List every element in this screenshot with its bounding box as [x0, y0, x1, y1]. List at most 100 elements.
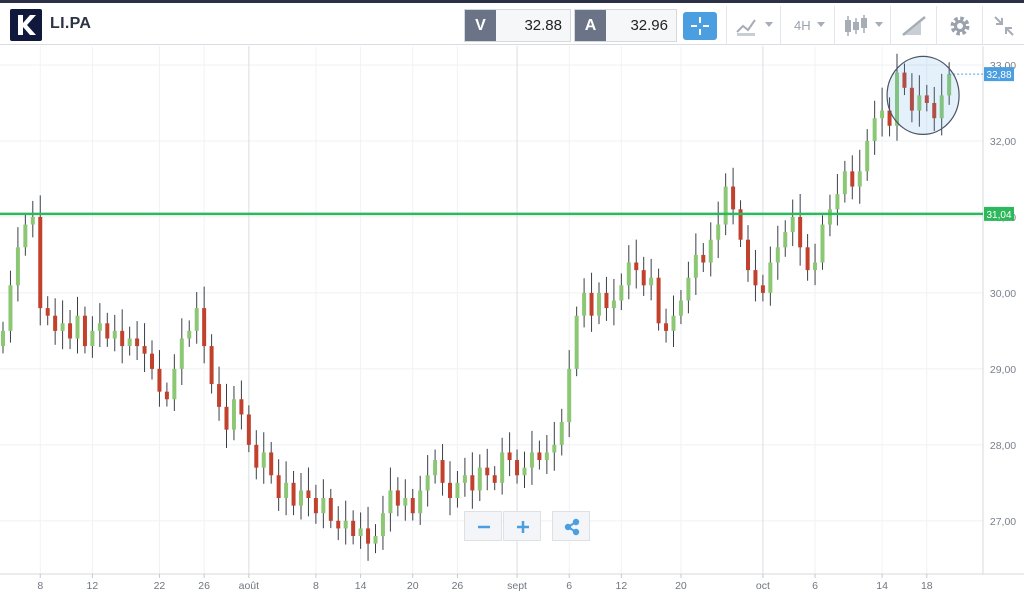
y-tick-label: 29,00 — [990, 364, 1016, 376]
candle-body — [395, 490, 400, 506]
candle-body — [813, 262, 818, 271]
candle-body — [194, 308, 199, 331]
candle-body — [135, 338, 140, 347]
indicators-icon — [736, 19, 773, 36]
candle-body — [522, 467, 527, 476]
candle-body — [38, 216, 43, 309]
buy-label: A — [575, 10, 606, 41]
collapse-icon — [994, 16, 1014, 36]
candle-body — [440, 460, 445, 483]
candle-body — [53, 315, 58, 331]
candle-body — [902, 72, 907, 88]
candle-body — [500, 452, 505, 483]
x-tick-label: 8 — [313, 580, 319, 592]
candle-body — [738, 209, 743, 240]
candle-body — [857, 171, 862, 187]
candle-body — [656, 277, 661, 324]
current-price-tag — [984, 67, 1014, 82]
candle-body — [8, 285, 13, 331]
candle-body — [559, 422, 564, 445]
candle-body — [753, 270, 758, 286]
collapse-button[interactable] — [982, 6, 1024, 45]
y-tick-label: 30,00 — [990, 288, 1016, 300]
candle-body — [768, 262, 773, 293]
buy-quote-button[interactable]: A 32.96 — [574, 9, 677, 42]
x-tick-label: oct — [756, 580, 770, 592]
candle-body — [299, 490, 303, 506]
candle-body — [276, 475, 281, 499]
candle-body — [544, 452, 549, 461]
candle-body — [708, 239, 713, 263]
candle-body — [626, 262, 631, 286]
x-tick-label: sept — [507, 580, 527, 592]
candle-body — [373, 536, 378, 544]
candle-body — [112, 330, 117, 339]
zoom-out-button[interactable] — [464, 511, 502, 541]
candle-body — [582, 292, 587, 316]
candle-body — [552, 444, 557, 453]
candle-body — [701, 254, 706, 263]
candle-type-icon — [845, 15, 883, 36]
x-tick-label: 26 — [198, 580, 210, 592]
candle-body — [783, 232, 788, 248]
candle-body — [403, 498, 408, 506]
x-tick-label: 12 — [87, 580, 99, 592]
candle-body — [537, 452, 542, 461]
candle-body — [895, 72, 899, 126]
candle-body — [872, 118, 877, 141]
candle-body — [604, 292, 609, 309]
candle-body — [507, 452, 512, 461]
share-icon — [564, 518, 580, 536]
settings-button[interactable] — [936, 6, 982, 45]
sell-quote-button[interactable]: V 32.88 — [464, 9, 571, 42]
candle-body — [358, 528, 363, 537]
candle-body — [209, 346, 214, 385]
candle-body — [425, 475, 430, 491]
chart-grid — [0, 46, 983, 574]
candle-body — [410, 498, 415, 514]
broker-logo-icon — [10, 9, 42, 41]
sell-label: V — [465, 10, 496, 41]
candle-body — [850, 171, 855, 187]
candle-body — [827, 209, 832, 225]
zoom-in-button[interactable] — [503, 511, 541, 541]
candle-body — [619, 285, 624, 301]
candle-body — [462, 475, 467, 483]
zoom-in-icon — [517, 521, 529, 533]
time-axis: 8 12 22 26 août 8 14 20 26 sept 6 12 20 oct 6 14 18 — [37, 574, 933, 592]
candle-body — [820, 224, 825, 263]
x-tick-label: 6 — [566, 580, 572, 592]
price-chart[interactable]: 33,0032,0031,0030,0029,0028,0027,0031,04… — [0, 46, 1024, 603]
candle-body — [515, 460, 520, 476]
candle-body — [1, 330, 5, 347]
crosshair-icon — [691, 17, 709, 35]
chevron-down-icon — [817, 22, 825, 27]
zoom-out-icon — [478, 525, 490, 529]
candle-body — [321, 498, 326, 514]
x-tick-label: 20 — [407, 580, 419, 592]
candle-body — [60, 323, 65, 331]
crosshair-button[interactable] — [683, 12, 717, 40]
timeframe-dropdown[interactable]: 4H — [780, 6, 834, 45]
toolbar: LI.PA V 32.88 A 32.96 4H — [0, 3, 1024, 45]
candle-body — [150, 353, 154, 369]
current-price-label: 32,88 — [986, 70, 1011, 81]
drawing-tools-button[interactable] — [890, 6, 936, 45]
candle-body — [82, 315, 87, 347]
candle-body — [865, 140, 870, 172]
indicators-button[interactable] — [726, 6, 780, 45]
candle-body — [291, 482, 296, 506]
candle-body — [23, 224, 28, 248]
window-top-border — [0, 0, 1024, 3]
candle-body — [351, 520, 356, 537]
candle-body — [641, 270, 646, 286]
candle-body — [798, 216, 803, 248]
candle-body — [448, 482, 452, 499]
candle-body — [187, 330, 192, 339]
candle-body — [380, 513, 385, 537]
share-button[interactable] — [552, 511, 590, 541]
candle-body — [671, 315, 676, 331]
candle-type-button[interactable] — [834, 6, 890, 45]
overlays-layer — [0, 55, 983, 216]
candle-body — [529, 452, 534, 468]
